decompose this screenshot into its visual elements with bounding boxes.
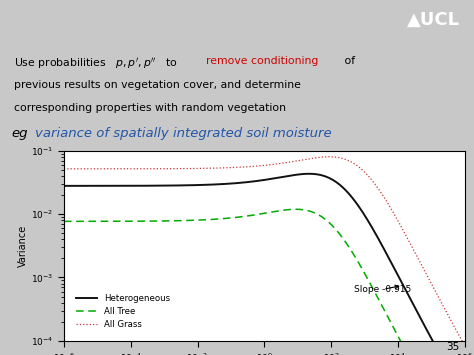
- Text: corresponding properties with random vegetation: corresponding properties with random veg…: [14, 103, 286, 113]
- Text: 35: 35: [447, 342, 460, 352]
- Text: ▲UCL: ▲UCL: [407, 11, 460, 28]
- Text: remove conditioning: remove conditioning: [206, 56, 319, 66]
- Text: Use probabilities   $p, p', p''$   to: Use probabilities $p, p', p''$ to: [14, 56, 179, 71]
- Legend: Heterogeneous, All Tree, All Grass: Heterogeneous, All Tree, All Grass: [73, 290, 174, 333]
- Text: Slope -0.915: Slope -0.915: [355, 285, 411, 294]
- Text: variance of spatially integrated soil moisture: variance of spatially integrated soil mo…: [35, 126, 331, 140]
- Y-axis label: Variance: Variance: [18, 225, 28, 267]
- Text: of: of: [341, 56, 356, 66]
- Text: previous results on vegetation cover, and determine: previous results on vegetation cover, an…: [14, 80, 301, 89]
- Text: eg: eg: [12, 126, 28, 140]
